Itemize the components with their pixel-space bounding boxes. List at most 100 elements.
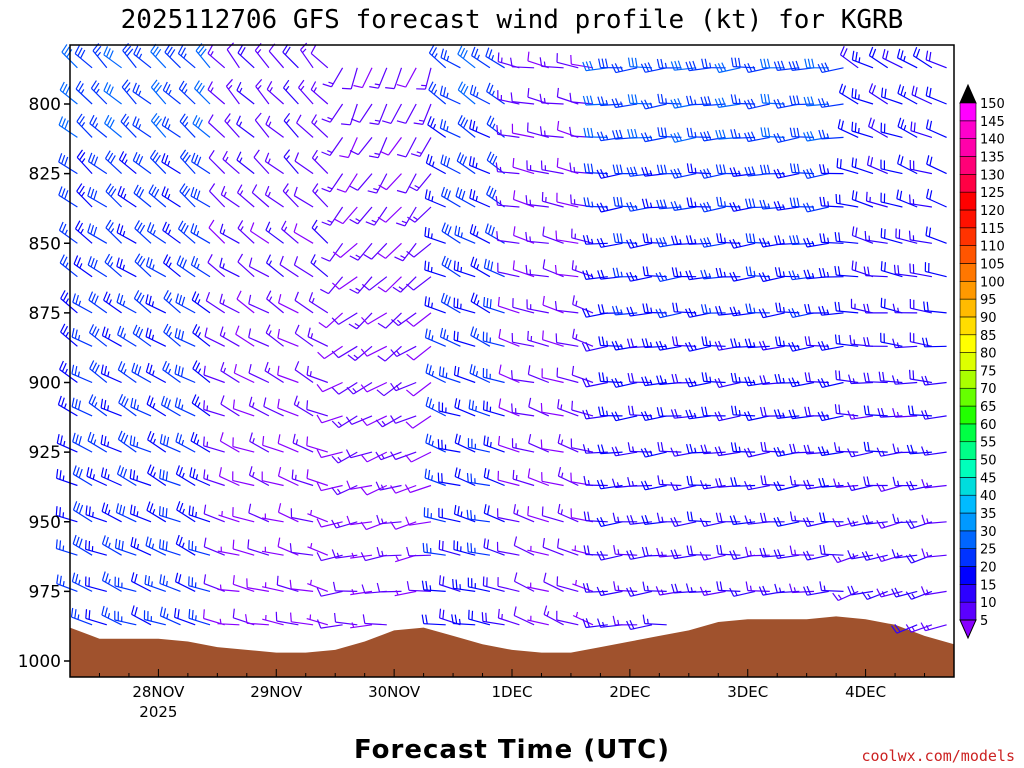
barb-flag-full (642, 303, 646, 313)
barb-flag-full (488, 84, 494, 94)
wind-barb (555, 333, 579, 347)
wind-barb (471, 46, 491, 69)
wind-barb (311, 149, 329, 175)
barb-flag-full (101, 326, 106, 336)
wind-barb (321, 103, 344, 123)
barb-flag-full (107, 256, 113, 265)
barb-shaft (101, 475, 122, 487)
barb-shaft (924, 381, 947, 386)
barb-flag-full (645, 198, 649, 208)
barb-shaft (541, 377, 564, 384)
barb-shaft (385, 242, 402, 259)
barb-flag-full (791, 377, 797, 387)
wind-barb (334, 206, 358, 225)
barb-flag-full (130, 572, 135, 582)
barb-flag-full (378, 184, 387, 191)
wind-barb (527, 122, 549, 138)
barb-flag-full (289, 579, 292, 589)
barb-flag-full (612, 615, 616, 626)
barb-flag-full (776, 516, 782, 526)
barb-shaft (133, 192, 152, 208)
wind-barb (421, 614, 446, 626)
wind-barb (612, 164, 638, 175)
barb-shaft (350, 67, 358, 90)
wind-barb (686, 127, 711, 138)
barb-shaft (807, 521, 829, 528)
wind-barb (307, 542, 329, 556)
barb-shaft (300, 49, 314, 69)
barb-flag-full (729, 515, 734, 525)
barb-flag-full (855, 191, 858, 201)
barb-flag-full (587, 511, 590, 521)
barb-flag-full (854, 89, 857, 99)
barb-shaft (278, 475, 299, 487)
barb-flag-full (108, 50, 114, 60)
barb-flag-full (613, 581, 616, 591)
barb-flag-full (61, 44, 68, 53)
barb-flag-full (276, 575, 279, 586)
barb-flag-full (236, 290, 242, 300)
barb-flag-half (896, 342, 900, 348)
barb-flag-full (75, 502, 81, 513)
barb-shaft (116, 511, 137, 523)
barb-flag-full (688, 270, 694, 280)
wind-barb (880, 332, 903, 347)
barb-flag-full (71, 364, 75, 374)
barb-flag-full (345, 449, 352, 458)
barb-flag-half (206, 405, 209, 411)
barb-flag-full (656, 512, 660, 522)
barb-shaft (497, 516, 520, 523)
wind-barb (129, 435, 152, 453)
barb-flag-full (492, 155, 498, 165)
barb-flag-full (331, 282, 340, 290)
barb-flag-full (644, 411, 650, 420)
barb-flag-full (616, 196, 620, 207)
wind-barb (921, 446, 947, 456)
barb-flag-half (267, 191, 271, 197)
wind-barb (281, 220, 299, 244)
barb-flag-full (776, 132, 782, 142)
barb-shaft (335, 621, 358, 626)
barb-shaft (60, 298, 78, 314)
barb-flag-full (818, 478, 823, 488)
barb-flag-full (163, 435, 166, 445)
barb-flag-full (65, 86, 71, 95)
barb-flag-full (117, 325, 122, 335)
barb-flag-half (782, 340, 785, 346)
barb-shaft (526, 273, 549, 278)
barb-flag-full (203, 469, 206, 479)
credit-text[interactable]: coolwx.com/models (861, 747, 1015, 765)
barb-shaft (542, 515, 564, 523)
wind-barb (74, 45, 93, 69)
barb-flag-full (773, 169, 779, 179)
barb-shaft (90, 87, 108, 105)
barb-flag-full (316, 384, 324, 393)
barb-flag-full (631, 405, 635, 416)
wind-barb (345, 415, 373, 425)
barb-flag-half (560, 439, 564, 445)
wind-barb (205, 291, 226, 314)
wind-barb (847, 481, 874, 492)
barb-flag-half (476, 264, 480, 270)
barb-flag-full (139, 258, 146, 267)
barb-flag-half (395, 384, 400, 390)
barb-flag-full (360, 521, 367, 530)
wind-barb (87, 223, 108, 244)
wind-barb (147, 464, 167, 486)
barb-shaft (387, 137, 402, 156)
barb-flag-full (317, 351, 325, 360)
barb-flag-full (645, 546, 649, 556)
barb-flag-half (460, 511, 463, 517)
wind-barb (731, 57, 756, 69)
barb-shaft (484, 512, 505, 523)
colorbar-box (959, 174, 977, 193)
wind-barb (862, 514, 888, 525)
wind-barb (905, 590, 933, 600)
barb-flag-half (516, 509, 519, 515)
barb-flag-full (686, 197, 690, 207)
barb-flag-full (491, 226, 495, 236)
barb-shaft (262, 618, 284, 626)
wind-barb (469, 224, 491, 244)
wind-barb (311, 219, 329, 244)
barb-flag-full (347, 354, 356, 361)
